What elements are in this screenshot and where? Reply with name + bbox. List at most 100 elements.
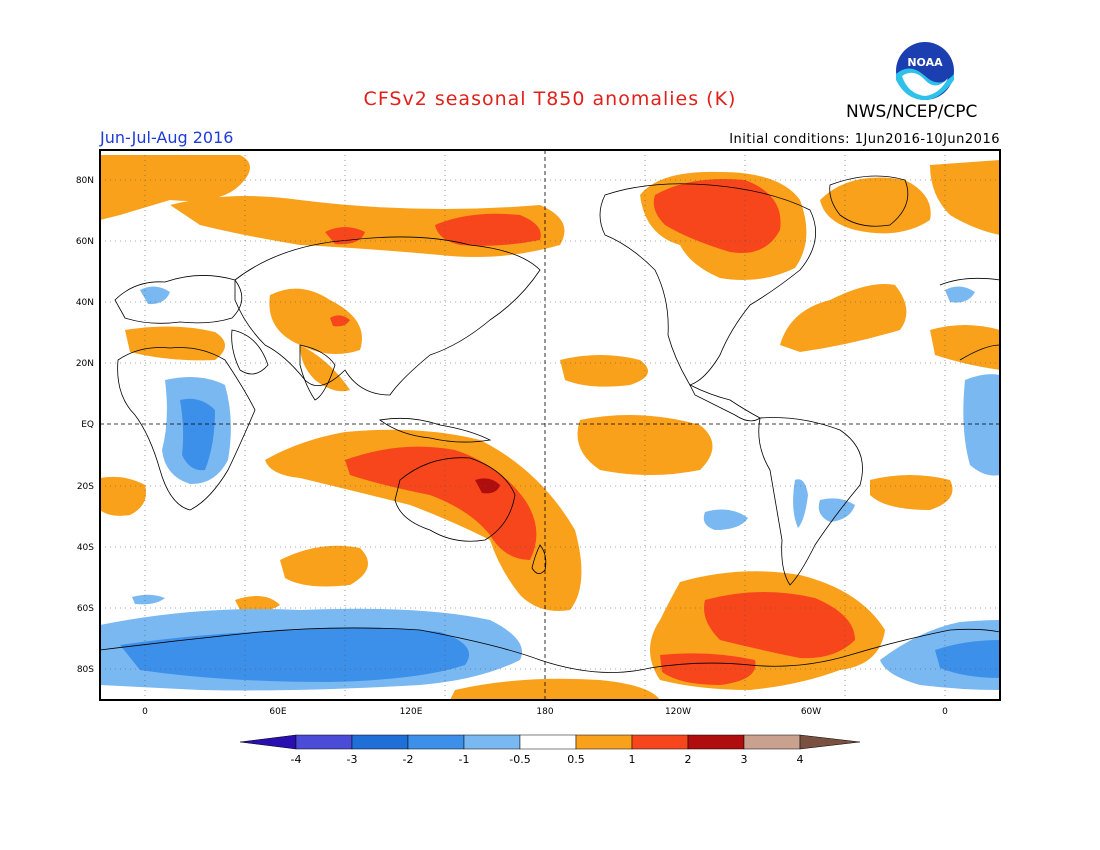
warm-region-tropical-atlantic-east — [930, 325, 1000, 370]
coast-india — [299, 344, 336, 401]
lat-label: EQ — [81, 420, 94, 430]
colorbar-segment — [687, 734, 745, 750]
coast-arabia — [231, 329, 269, 375]
coast-africa-west-edge — [959, 344, 1000, 361]
lon-label: 180 — [536, 707, 553, 717]
colorbar-segment — [631, 734, 689, 750]
cool-region-equatorial-atlantic — [963, 374, 1000, 476]
strong-warm-canada — [653, 179, 781, 254]
cool-region-south-pacific-east — [703, 509, 748, 530]
colorbar-label: 2 — [685, 753, 692, 766]
lon-label: 120W — [665, 707, 691, 717]
strongest-warm-anomaly-regions — [475, 478, 500, 494]
warm-region-central-asia — [269, 288, 362, 354]
colorbar-segment — [463, 734, 521, 750]
strong-cool-anomaly-regions — [120, 398, 1000, 682]
cool-region-south-atlantic — [818, 498, 855, 522]
warm-region-east-pacific — [560, 355, 648, 387]
colorbar-label: 0.5 — [567, 753, 585, 766]
colorbar: -4 -3 -2 -1 -0.5 0.5 1 2 3 4 — [239, 734, 861, 766]
strongest-warm-australia — [475, 478, 500, 494]
graticule — [100, 150, 1000, 700]
coast-north-america — [599, 183, 816, 386]
map-frame — [99, 149, 1001, 701]
agency-label: NWS/NCEP/CPC — [846, 102, 978, 122]
colorbar-label: -1 — [459, 753, 470, 766]
forecast-period: Jun-Jul-Aug 2016 — [100, 128, 234, 147]
strong-warm-anomaly-regions — [325, 179, 855, 685]
colorbar-segment — [295, 734, 353, 750]
anomaly-fields — [100, 155, 1000, 700]
colorbar-label: 4 — [797, 753, 804, 766]
warm-region-south-africa — [100, 476, 146, 516]
warm-region-east-siberia — [930, 160, 1000, 235]
colorbar-label: -3 — [347, 753, 358, 766]
coastlines — [100, 175, 1000, 673]
lon-label: 0 — [942, 707, 948, 717]
coast-europe — [114, 275, 243, 324]
lon-label: 60W — [801, 707, 821, 717]
lon-label: 0 — [142, 707, 148, 717]
colorbar-label: -4 — [291, 753, 302, 766]
strong-cool-antarctic-east — [935, 640, 1000, 678]
cool-region-south-america — [793, 479, 808, 528]
warm-region-arctic-eurasia — [100, 155, 250, 220]
colorbar-segment — [519, 734, 577, 750]
strong-warm-australia — [345, 446, 537, 560]
coast-indonesia — [379, 417, 492, 443]
lat-label: 80N — [76, 176, 94, 186]
lon-label: 60E — [269, 707, 286, 717]
warm-region-mediterranean — [125, 326, 225, 361]
warm-region-greenland — [820, 177, 931, 234]
coast-asia — [234, 236, 541, 396]
warm-region-indian-ocean — [265, 429, 582, 611]
strong-warm-antarctic — [660, 653, 756, 685]
coast-australia — [394, 457, 516, 542]
colorbar-label: 3 — [741, 753, 748, 766]
warm-region-north-atlantic — [780, 284, 907, 352]
lat-label: 40N — [76, 298, 94, 308]
strong-warm-east-siberia — [435, 213, 541, 246]
strong-warm-central-asia — [330, 315, 350, 327]
coast-antarctica — [100, 627, 1000, 673]
colorbar-segment-high-arrow — [799, 734, 861, 750]
warm-region-south-atlantic — [870, 475, 953, 510]
coast-south-america — [758, 417, 863, 586]
colorbar-segment — [575, 734, 633, 750]
colorbar-segment — [743, 734, 801, 750]
cool-region-europe — [140, 286, 170, 305]
strong-cool-africa — [180, 398, 215, 471]
colorbar-label: 1 — [629, 753, 636, 766]
chart-title: CFSv2 seasonal T850 anomalies (K) — [363, 88, 737, 110]
strong-warm-south-pacific — [704, 591, 855, 659]
colorbar-segment — [407, 734, 465, 750]
coast-europe-right — [939, 277, 1000, 286]
lat-label: 40S — [77, 543, 94, 553]
initial-conditions: Initial conditions: 1Jun2016-10Jun2016 — [729, 132, 1000, 147]
coast-greenland — [829, 175, 909, 227]
strong-cool-ross-sea — [350, 630, 390, 642]
warm-region-south-asia — [300, 345, 350, 392]
lat-label: 60N — [76, 237, 94, 247]
coast-africa — [117, 347, 256, 511]
reference-lines — [100, 150, 1000, 700]
lat-label: 20S — [77, 482, 94, 492]
lat-label: 80S — [77, 665, 94, 675]
colorbar-label: -2 — [403, 753, 414, 766]
coast-central-america — [689, 384, 761, 422]
strong-cool-antarctic — [120, 627, 470, 682]
colorbar-label: -0.5 — [509, 753, 530, 766]
cool-region-southern-ocean — [132, 594, 165, 605]
longitude-labels: 0 60E 120E 180 120W 60W 0 — [142, 707, 948, 717]
logo-text: NOAA — [907, 56, 943, 69]
colorbar-segment — [351, 734, 409, 750]
lat-label: 20N — [76, 359, 94, 369]
latitude-labels: 80N 60N 40N 20N EQ 20S 40S 60S 80S — [76, 176, 94, 675]
warm-region-south-indian — [280, 545, 368, 587]
warm-region-antarctic-pacific — [450, 678, 660, 700]
noaa-logo-icon: NOAA — [896, 42, 954, 100]
warm-region-southern-ocean-west — [235, 596, 280, 612]
colorbar-segment-low-arrow — [239, 734, 297, 750]
lat-label: 60S — [77, 604, 94, 614]
